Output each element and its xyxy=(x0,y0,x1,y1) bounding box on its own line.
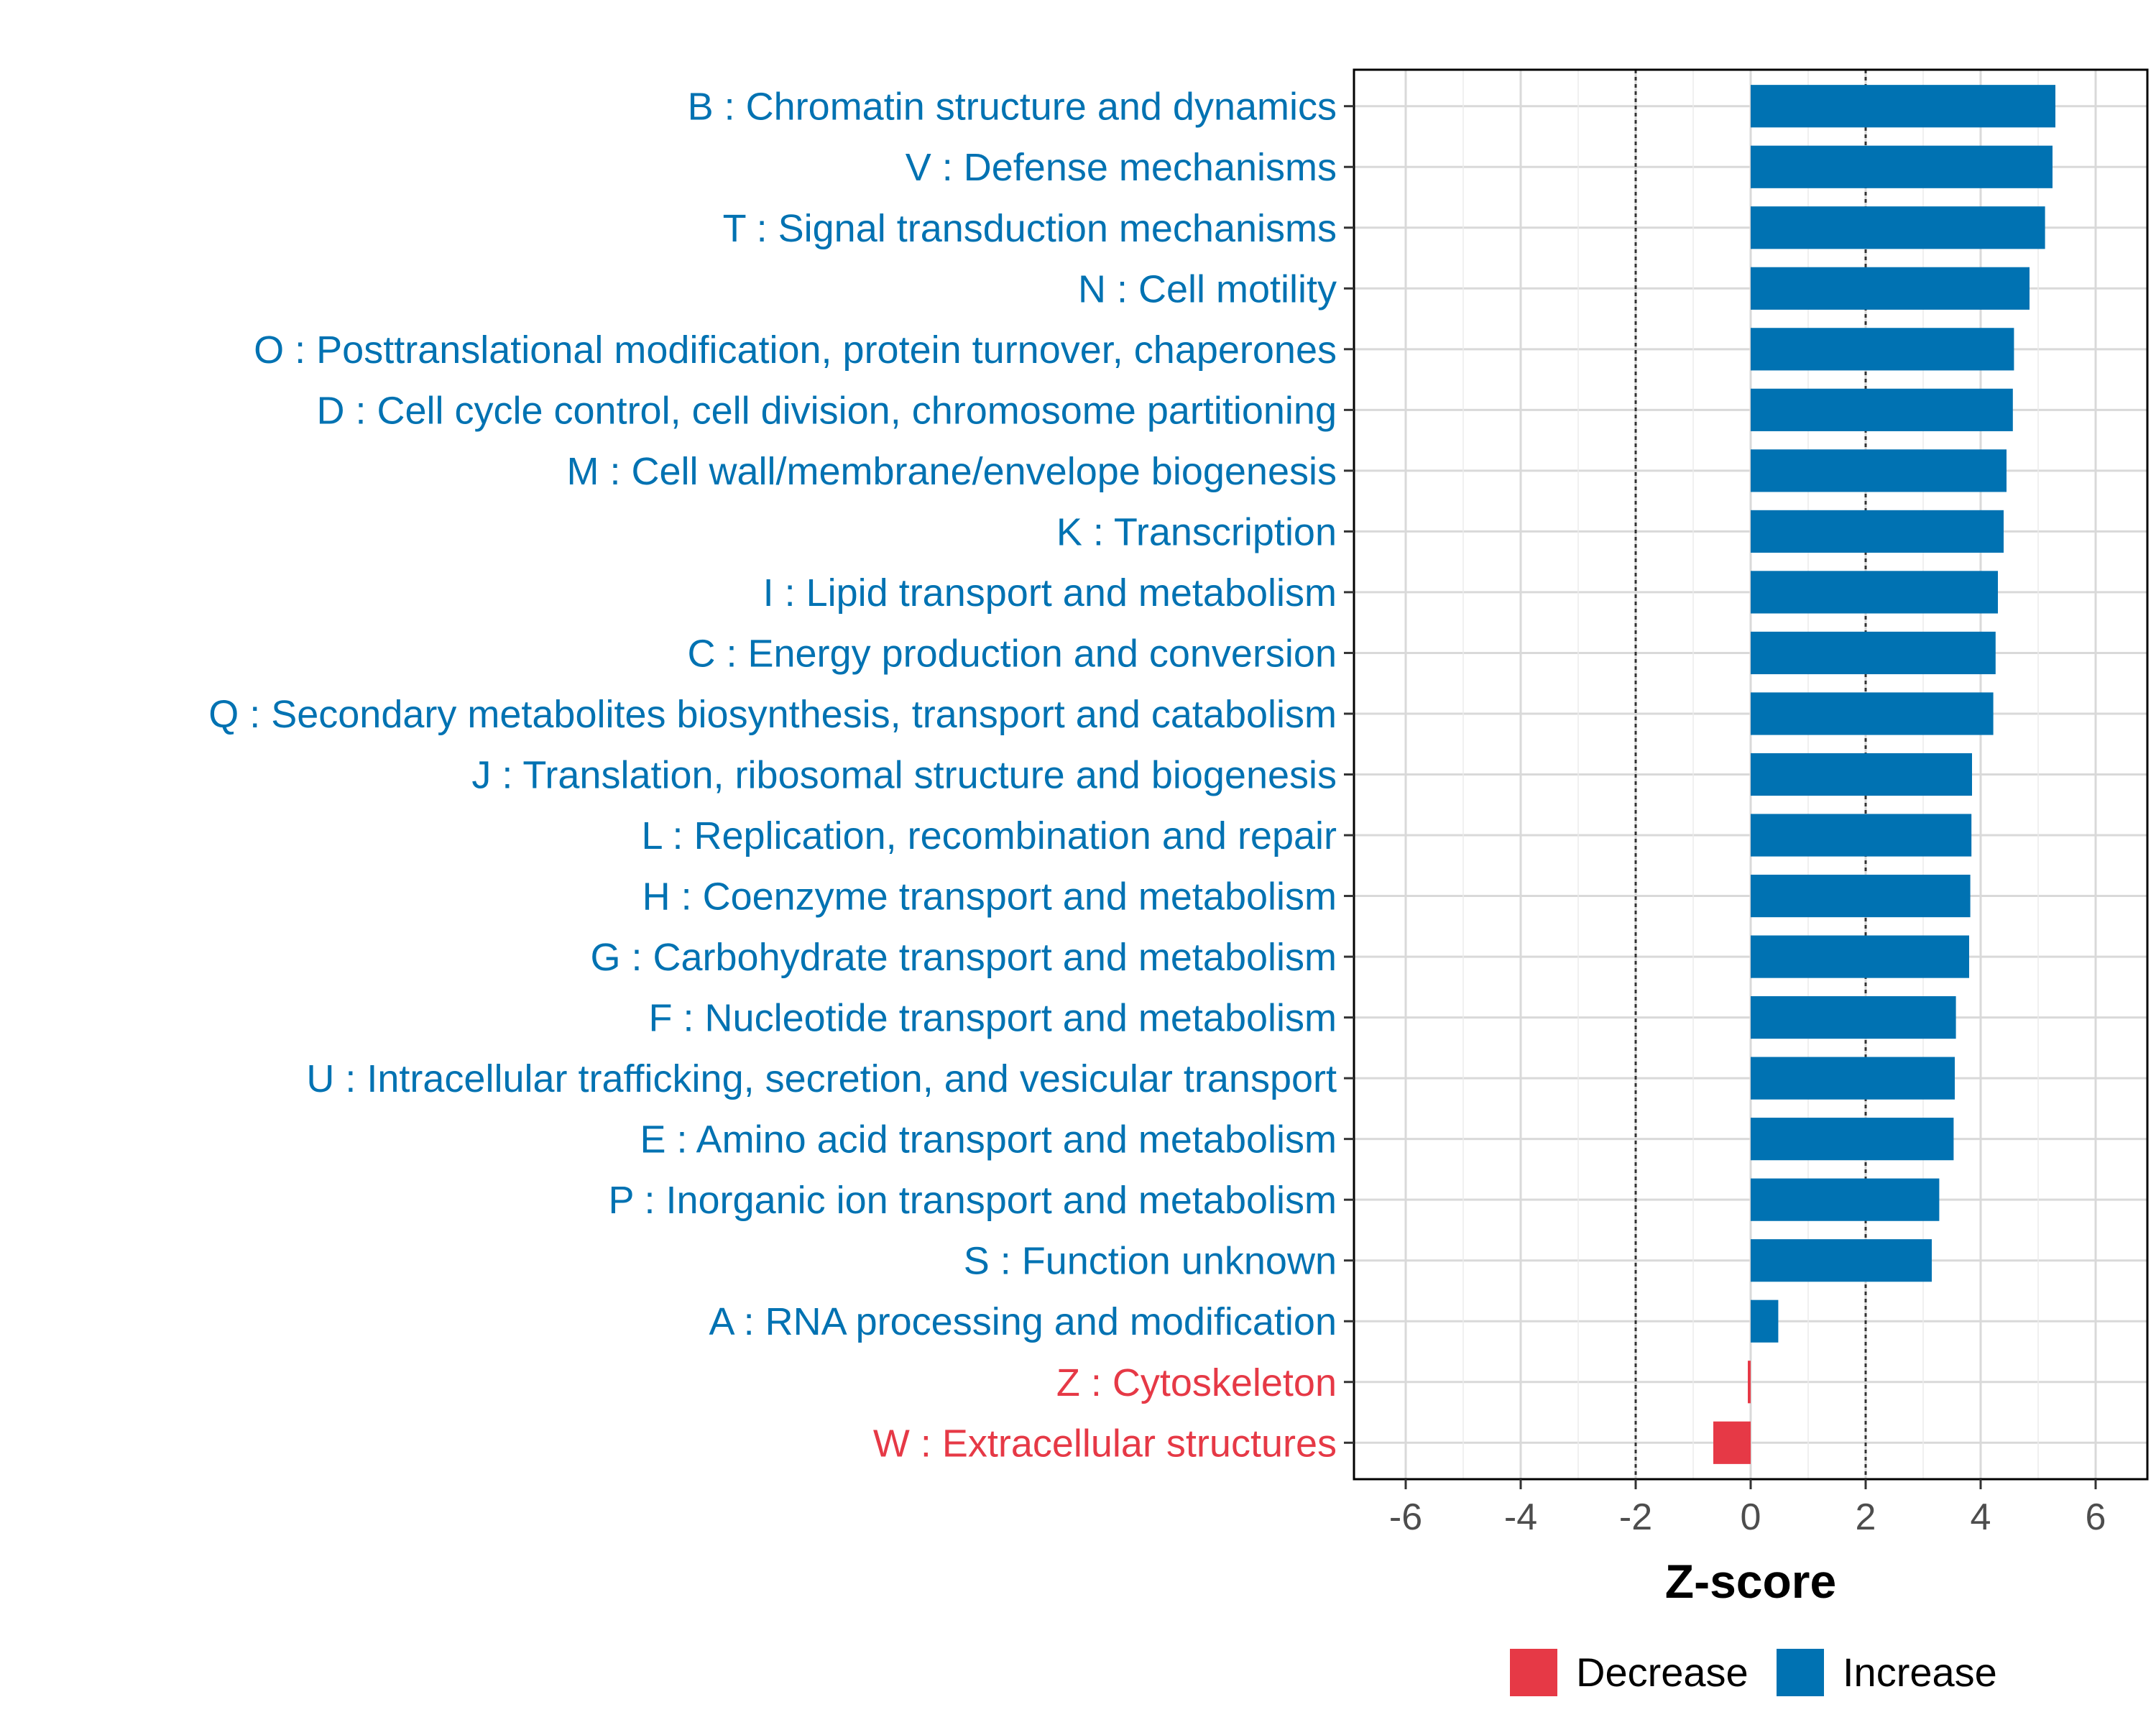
x-tick-label: 0 xyxy=(1741,1496,1761,1538)
bar xyxy=(1748,1361,1751,1404)
category-label: Q : Secondary metabolites biosynthesis, … xyxy=(208,693,1337,736)
category-label: C : Energy production and conversion xyxy=(687,632,1337,675)
bar xyxy=(1751,1178,1940,1221)
y-ticks: B : Chromatin structure and dynamics V : … xyxy=(208,86,1354,1465)
bar xyxy=(1751,267,2030,310)
category-label: S : Function unknown xyxy=(964,1240,1337,1283)
bar xyxy=(1751,1118,1954,1161)
legend-key xyxy=(1510,1649,1557,1696)
bars xyxy=(1713,85,2055,1464)
bar xyxy=(1751,874,1971,918)
legend-label: Decrease xyxy=(1576,1650,1749,1695)
x-tick-label: -2 xyxy=(1619,1496,1652,1538)
category-label: D : Cell cycle control, cell division, c… xyxy=(316,389,1337,432)
category-label: E : Amino acid transport and metabolism xyxy=(640,1118,1337,1162)
category-label: H : Coenzyme transport and metabolism xyxy=(642,875,1337,919)
x-tick-label: -6 xyxy=(1389,1496,1422,1538)
bar xyxy=(1751,510,2004,553)
category-label: A : RNA processing and modification xyxy=(709,1300,1337,1343)
category-label: J : Translation, ribosomal structure and… xyxy=(471,754,1337,797)
bar xyxy=(1751,388,2013,431)
bar xyxy=(1751,692,1994,735)
bar xyxy=(1751,145,2053,188)
category-label: O : Posttranslational modification, prot… xyxy=(254,328,1337,372)
bar xyxy=(1751,1057,1955,1100)
category-label: F : Nucleotide transport and metabolism xyxy=(649,997,1337,1040)
x-ticks: -6 -4 -2 0 2 4 6 xyxy=(1389,1479,2106,1538)
category-label: V : Defense mechanisms xyxy=(906,146,1337,189)
bar xyxy=(1751,631,1996,675)
legend: Decrease Increase xyxy=(1510,1649,1997,1696)
bar xyxy=(1751,85,2055,128)
bar xyxy=(1751,753,1972,796)
category-label: L : Replication, recombination and repai… xyxy=(641,814,1337,857)
category-label: T : Signal transduction mechanisms xyxy=(723,207,1337,250)
x-tick-label: 6 xyxy=(2086,1496,2106,1538)
x-tick-label: -4 xyxy=(1504,1496,1537,1538)
category-label: G : Carbohydrate transport and metabolis… xyxy=(591,936,1337,979)
category-label: P : Inorganic ion transport and metaboli… xyxy=(608,1179,1337,1222)
bar xyxy=(1751,449,2007,492)
bar xyxy=(1713,1421,1751,1464)
x-tick-label: 2 xyxy=(1856,1496,1876,1538)
category-label: I : Lipid transport and metabolism xyxy=(763,571,1337,615)
bar xyxy=(1751,996,1956,1039)
bar xyxy=(1751,814,1972,857)
legend-label: Increase xyxy=(1843,1650,1997,1695)
bar xyxy=(1751,206,2045,249)
category-label: U : Intracellular trafficking, secretion… xyxy=(306,1057,1337,1100)
category-label: W : Extracellular structures xyxy=(873,1422,1337,1465)
bar xyxy=(1751,1300,1779,1343)
category-label: K : Transcription xyxy=(1056,510,1337,553)
x-tick-label: 4 xyxy=(1971,1496,1991,1538)
category-label: Z : Cytoskeleton xyxy=(1056,1361,1337,1404)
category-label: N : Cell motility xyxy=(1078,267,1337,310)
category-label: B : Chromatin structure and dynamics xyxy=(688,86,1337,129)
category-label: M : Cell wall/membrane/envelope biogenes… xyxy=(566,450,1337,493)
bar xyxy=(1751,328,2014,371)
legend-key xyxy=(1777,1649,1824,1696)
bar xyxy=(1751,571,1998,614)
bar xyxy=(1751,935,1969,978)
bar xyxy=(1751,1239,1932,1282)
x-axis-title: Z-score xyxy=(1665,1555,1836,1608)
